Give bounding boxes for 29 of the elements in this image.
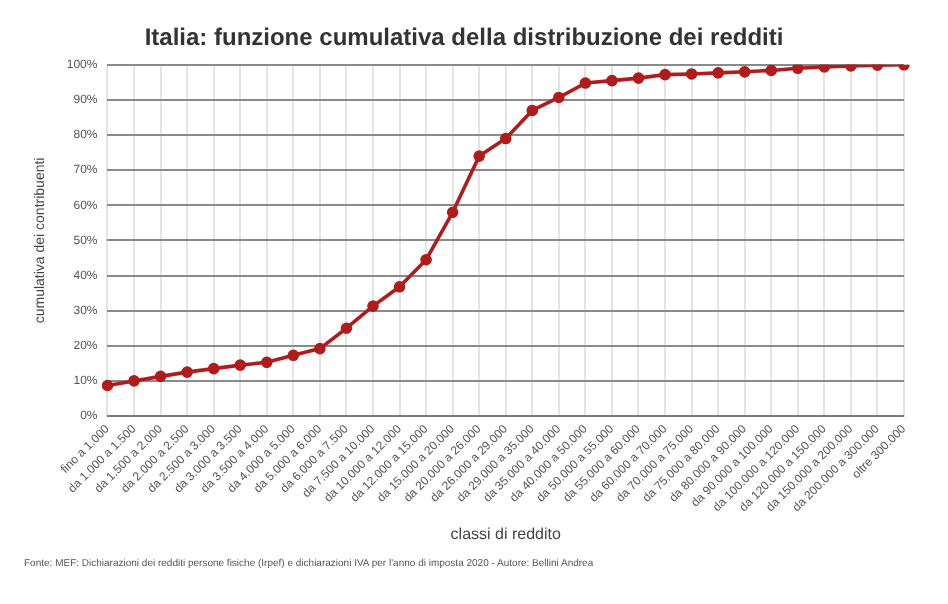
point [420, 253, 432, 266]
point [128, 375, 140, 387]
point [606, 74, 618, 87]
point [792, 64, 804, 75]
point [287, 349, 300, 362]
point [260, 356, 273, 369]
point [579, 77, 592, 89]
point [473, 150, 485, 162]
point [526, 104, 539, 117]
point [632, 72, 645, 84]
point [101, 379, 114, 392]
point [154, 370, 167, 383]
x-axis-title: classi di reddito [450, 524, 562, 543]
point [553, 91, 565, 104]
point [685, 68, 698, 80]
point [738, 66, 751, 78]
point [499, 132, 512, 145]
point [367, 300, 379, 312]
point [393, 280, 406, 293]
point [340, 322, 353, 335]
point [234, 359, 247, 371]
point [659, 68, 671, 81]
chart-title: Italia: funzione cumulativa della distribuzione dei redditi [144, 23, 784, 52]
point [446, 206, 459, 219]
point [181, 366, 193, 378]
point [314, 342, 326, 355]
point [207, 362, 220, 375]
point [765, 64, 778, 77]
point [712, 67, 724, 79]
